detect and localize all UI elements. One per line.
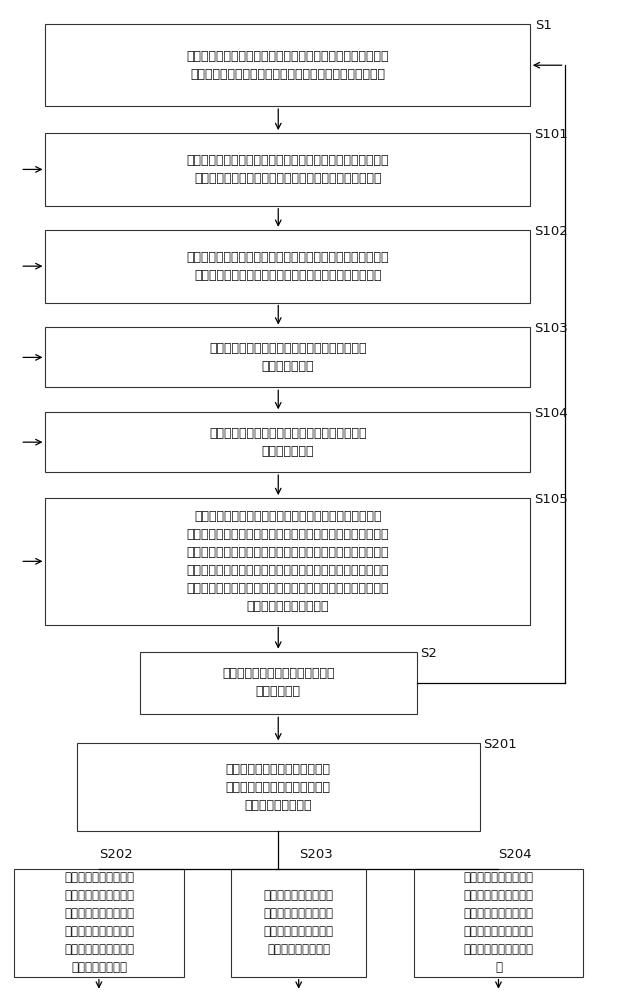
Text: S103: S103 [533, 322, 568, 335]
Text: 当电抗器无功量的绝对
值大于或者等于预设的
第二无功量阈值时，将
该电抗器所在母线上的
其中一组电容器退出运
行: 当电抗器无功量的绝对 值大于或者等于预设的 第二无功量阈值时，将 该电抗器所在母… [463, 871, 533, 974]
FancyBboxPatch shape [46, 24, 530, 106]
Text: 当电抗器无功量的绝对
值小于预设的第一无功
量阈值时，解锁电抗器
所在母线上的电容器: 当电抗器无功量的绝对 值小于预设的第一无功 量阈值时，解锁电抗器 所在母线上的电… [264, 889, 334, 956]
Text: 在变电站动态无功补偿系统端，实时获取变电站电压和变电站
无功量，以及向无功电压区域控制系统端发送电抗器无功量: 在变电站动态无功补偿系统端，实时获取变电站电压和变电站 无功量，以及向无功电压区… [186, 50, 389, 81]
Text: S102: S102 [533, 225, 568, 238]
Text: 当变电站电压大于预设的电压上限值时，减小该
电抗器的触发角: 当变电站电压大于预设的电压上限值时，减小该 电抗器的触发角 [209, 427, 367, 458]
FancyBboxPatch shape [140, 652, 416, 714]
Text: S104: S104 [533, 407, 568, 420]
FancyBboxPatch shape [46, 133, 530, 206]
Text: 当变电站电压小于预设的电压上限值，且大于预设的电压下限
值，且该变电站无功量为负值时，减小该电抗器的触发角: 当变电站电压小于预设的电压上限值，且大于预设的电压下限 值，且该变电站无功量为负… [186, 251, 389, 282]
FancyBboxPatch shape [46, 230, 530, 303]
FancyBboxPatch shape [14, 869, 184, 977]
FancyBboxPatch shape [46, 498, 530, 625]
Text: S204: S204 [499, 848, 532, 861]
Text: 当变电站电压小于预设的电压上限值，且大于预设的电压下限
值，且该变电站无功量为正值时，增大该电抗器的触发角: 当变电站电压小于预设的电压上限值，且大于预设的电压下限 值，且该变电站无功量为正… [186, 154, 389, 185]
Text: S1: S1 [535, 19, 552, 32]
Text: S202: S202 [99, 848, 133, 861]
Text: 当变电站电压小于预设的电压下限值时，增大该
电抗器的触发角: 当变电站电压小于预设的电压下限值时，增大该 电抗器的触发角 [209, 342, 367, 373]
Text: 当电抗器无功量的绝对
值大于或者等于预设的
第一无功量阈值，且小
于预设的第二无功量阈
值时，闭锁该电抗器所
在母线上的电容器: 当电抗器无功量的绝对 值大于或者等于预设的 第一无功量阈值，且小 于预设的第二无… [64, 871, 134, 974]
FancyBboxPatch shape [231, 869, 367, 977]
FancyBboxPatch shape [413, 869, 583, 977]
Text: 当变电站电压等于预设的电压上限值，且变电站的无功量
为正值，保持电抗器的触发角不变；当变电站电压等于预设的
电压上限值，且变电站的无功量为负值，减小电抗器的触发: 当变电站电压等于预设的电压上限值，且变电站的无功量 为正值，保持电抗器的触发角不… [186, 510, 389, 613]
Text: S2: S2 [420, 647, 437, 660]
Text: 比较电抗器无功量的绝对值与预
设的第一无功量阈值、预设的第
二无功量阈值的大小: 比较电抗器无功量的绝对值与预 设的第一无功量阈值、预设的第 二无功量阈值的大小 [226, 763, 331, 812]
Text: S201: S201 [483, 738, 517, 751]
FancyBboxPatch shape [46, 412, 530, 472]
Text: 在无功电压区域控制系统端，接收
电抗器无功量: 在无功电压区域控制系统端，接收 电抗器无功量 [222, 667, 334, 698]
FancyBboxPatch shape [77, 743, 480, 831]
FancyBboxPatch shape [46, 327, 530, 387]
Text: S105: S105 [533, 493, 568, 506]
Text: S203: S203 [299, 848, 332, 861]
Text: S101: S101 [533, 128, 568, 141]
